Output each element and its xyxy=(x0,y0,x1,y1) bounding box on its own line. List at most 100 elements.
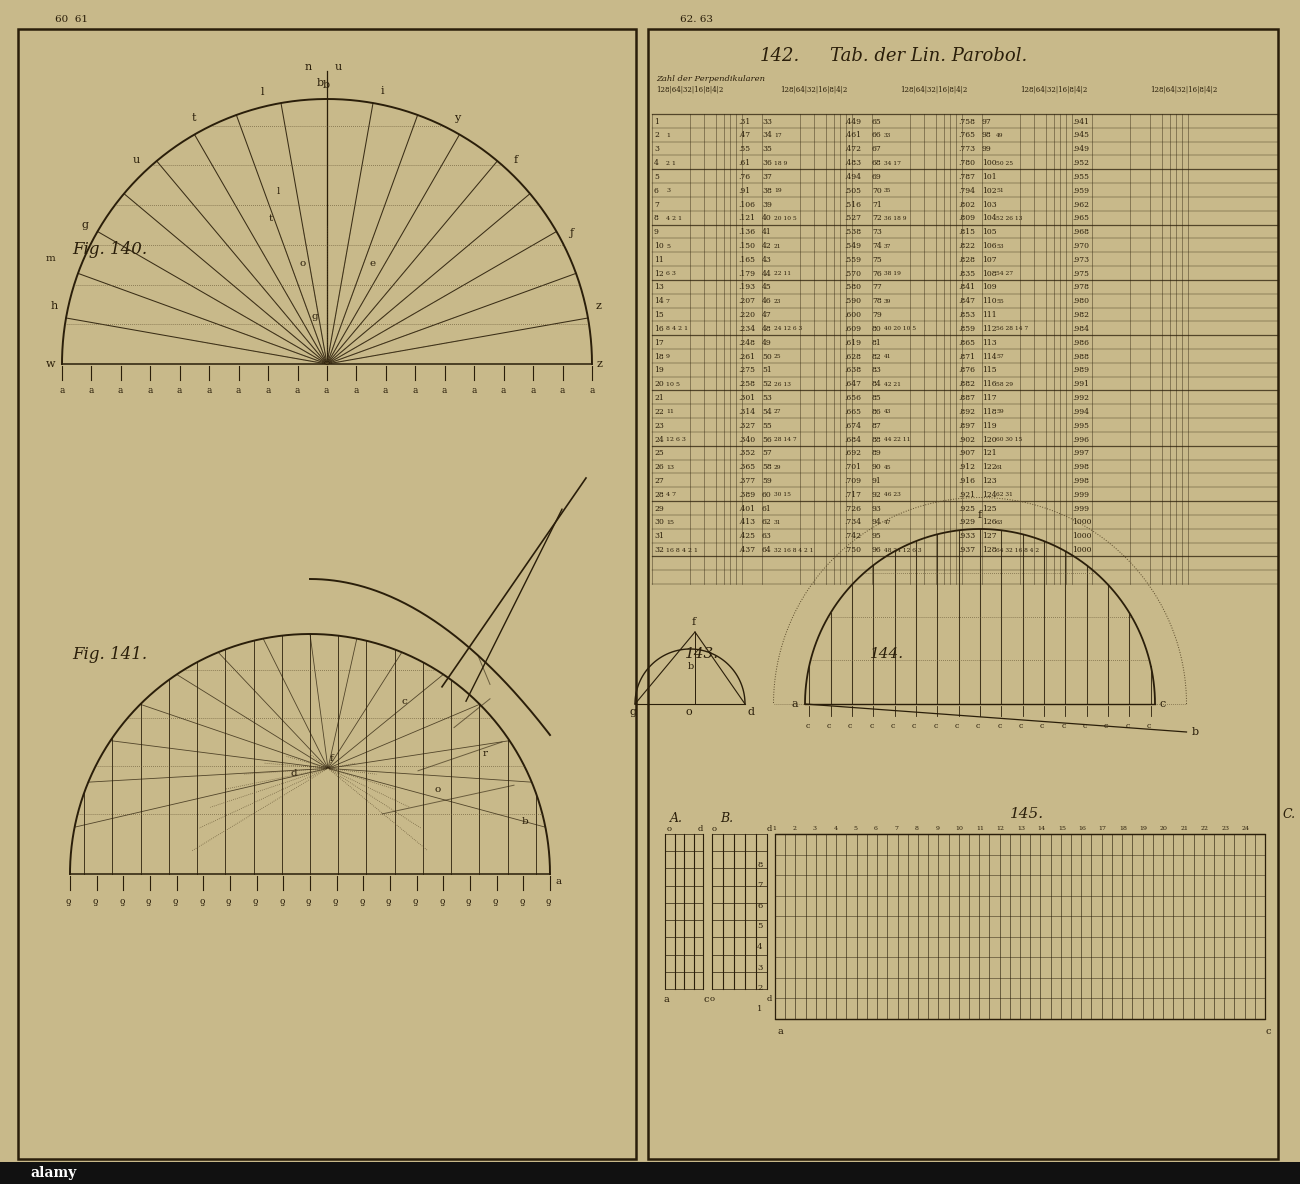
Text: 127: 127 xyxy=(982,533,997,540)
Text: 3: 3 xyxy=(654,146,659,153)
Text: 11: 11 xyxy=(666,410,673,414)
Text: 27: 27 xyxy=(654,477,664,485)
Text: z: z xyxy=(597,359,603,369)
Text: u: u xyxy=(335,62,342,72)
Text: 6: 6 xyxy=(654,187,659,194)
Text: 121: 121 xyxy=(982,450,997,457)
Text: .965: .965 xyxy=(1072,214,1089,223)
Text: .988: .988 xyxy=(1072,353,1089,361)
Text: .425: .425 xyxy=(738,533,755,540)
Text: 101: 101 xyxy=(982,173,997,181)
Text: 6: 6 xyxy=(874,825,878,830)
Text: 80: 80 xyxy=(872,324,881,333)
Text: .570: .570 xyxy=(844,270,861,278)
Text: 21: 21 xyxy=(1180,825,1188,830)
Text: a: a xyxy=(265,386,270,394)
Text: y: y xyxy=(454,112,460,123)
Text: c: c xyxy=(827,722,831,731)
Text: .853: .853 xyxy=(958,311,975,320)
Text: .992: .992 xyxy=(1072,394,1089,403)
Text: .472: .472 xyxy=(844,146,861,153)
Text: 82: 82 xyxy=(872,353,881,361)
Text: 56 28 14 7: 56 28 14 7 xyxy=(996,327,1028,332)
Text: 1: 1 xyxy=(757,1005,762,1012)
Text: .882: .882 xyxy=(958,380,975,388)
Text: .865: .865 xyxy=(958,339,975,347)
Text: .980: .980 xyxy=(1072,297,1089,305)
Text: 81: 81 xyxy=(872,339,881,347)
Text: Zahl der Perpendikularen: Zahl der Perpendikularen xyxy=(656,75,764,83)
Text: ƍ: ƍ xyxy=(412,897,419,907)
Text: Fig. 140.: Fig. 140. xyxy=(72,240,147,257)
Text: 55: 55 xyxy=(996,298,1004,304)
Text: 40 20 10 5: 40 20 10 5 xyxy=(884,327,916,332)
Text: .665: .665 xyxy=(844,408,861,416)
Text: 58 29: 58 29 xyxy=(996,381,1013,387)
Text: 116: 116 xyxy=(982,380,997,388)
Text: 27: 27 xyxy=(774,410,781,414)
Text: 84: 84 xyxy=(872,380,881,388)
Text: .647: .647 xyxy=(844,380,861,388)
Text: .978: .978 xyxy=(1072,283,1089,291)
Text: .413: .413 xyxy=(738,519,755,527)
Text: .991: .991 xyxy=(1072,380,1089,388)
Text: r: r xyxy=(482,749,488,759)
Text: .892: .892 xyxy=(958,408,975,416)
Text: .600: .600 xyxy=(844,311,861,320)
Text: 36: 36 xyxy=(762,159,772,167)
Text: 83: 83 xyxy=(872,366,881,374)
Text: 26: 26 xyxy=(654,463,664,471)
Text: a: a xyxy=(530,386,536,394)
Text: 9: 9 xyxy=(654,229,659,236)
Text: 102: 102 xyxy=(982,187,997,194)
Text: ƍ: ƍ xyxy=(359,897,365,907)
Text: t: t xyxy=(192,112,196,123)
Text: .941: .941 xyxy=(1072,117,1089,126)
Text: .975: .975 xyxy=(1072,270,1089,278)
Text: .787: .787 xyxy=(958,173,975,181)
Text: A.: A. xyxy=(670,811,682,824)
Text: .538: .538 xyxy=(844,229,861,236)
Text: c: c xyxy=(997,722,1001,731)
Text: 73: 73 xyxy=(872,229,881,236)
Text: .916: .916 xyxy=(958,477,975,485)
Text: a: a xyxy=(118,386,124,394)
Text: d: d xyxy=(767,995,772,1003)
Text: g: g xyxy=(311,311,317,321)
Text: 25: 25 xyxy=(654,450,664,457)
Text: .929: .929 xyxy=(958,519,975,527)
Text: 128|64|32|16|8|4|2: 128|64|32|16|8|4|2 xyxy=(900,85,967,94)
Text: .822: .822 xyxy=(958,242,975,250)
Text: .945: .945 xyxy=(1072,131,1089,140)
Text: c: c xyxy=(976,722,980,731)
Text: 74: 74 xyxy=(872,242,881,250)
Text: 57: 57 xyxy=(762,450,772,457)
Text: 17: 17 xyxy=(654,339,664,347)
Text: 1: 1 xyxy=(772,825,776,830)
Text: ƍ: ƍ xyxy=(519,897,525,907)
Text: 69: 69 xyxy=(872,173,881,181)
Text: .619: .619 xyxy=(844,339,861,347)
Text: c: c xyxy=(891,722,894,731)
Text: .847: .847 xyxy=(958,297,975,305)
Text: a: a xyxy=(207,386,212,394)
Text: 9: 9 xyxy=(666,354,670,359)
Text: .999: .999 xyxy=(1072,504,1089,513)
Text: .628: .628 xyxy=(844,353,861,361)
Text: 60: 60 xyxy=(762,491,772,498)
Text: .897: .897 xyxy=(958,422,975,430)
Text: ƒ: ƒ xyxy=(569,229,573,238)
Text: .986: .986 xyxy=(1072,339,1089,347)
Text: ƍ: ƍ xyxy=(146,897,152,907)
Text: .949: .949 xyxy=(1072,146,1089,153)
Text: .902: .902 xyxy=(958,436,975,444)
Text: .912: .912 xyxy=(958,463,975,471)
Text: 75: 75 xyxy=(872,256,881,264)
Text: a: a xyxy=(88,386,94,394)
Text: .31: .31 xyxy=(738,117,750,126)
Text: .527: .527 xyxy=(844,214,861,223)
Text: c: c xyxy=(1147,722,1150,731)
Text: .220: .220 xyxy=(738,311,755,320)
Text: c: c xyxy=(402,696,407,706)
Text: a: a xyxy=(777,1027,783,1036)
